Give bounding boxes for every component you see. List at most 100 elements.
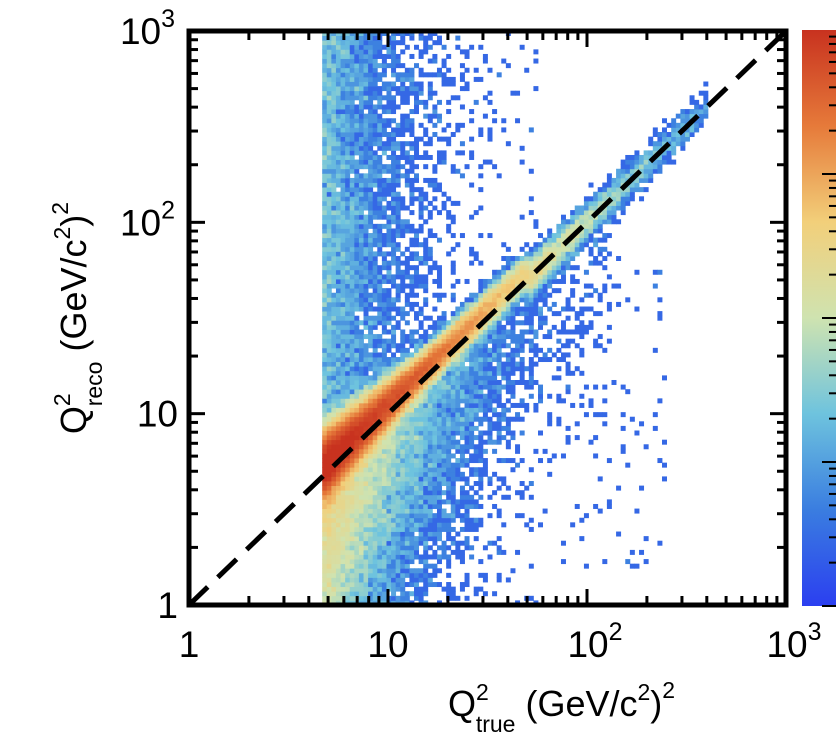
- density-bin: [680, 141, 686, 147]
- density-bin: [340, 154, 346, 160]
- density-bin: [560, 398, 566, 404]
- density-bin: [358, 145, 364, 151]
- density-bin: [400, 508, 406, 514]
- density-bin: [368, 453, 374, 459]
- density-bin: [455, 168, 461, 174]
- density-bin: [349, 95, 355, 101]
- density-bin: [698, 113, 704, 119]
- density-bin: [363, 205, 369, 211]
- density-bin: [322, 343, 328, 349]
- density-bin: [381, 444, 387, 450]
- density-bin: [482, 338, 488, 344]
- density-bin: [597, 508, 603, 514]
- density-bin: [381, 393, 387, 399]
- density-bin: [436, 99, 442, 105]
- density-bin: [538, 306, 544, 312]
- density-bin: [326, 402, 332, 408]
- density-bin: [326, 168, 332, 174]
- density-bin: [487, 398, 493, 404]
- density-bin: [450, 352, 456, 358]
- density-bin: [464, 384, 470, 390]
- density-bin: [473, 412, 479, 418]
- density-bin: [372, 540, 378, 546]
- density-bin: [666, 150, 672, 156]
- density-bin: [606, 306, 612, 312]
- density-bin: [345, 242, 351, 248]
- density-bin: [345, 467, 351, 473]
- density-bin: [427, 412, 433, 418]
- density-bin: [538, 288, 544, 294]
- density-bin: [363, 154, 369, 160]
- density-bin: [473, 324, 479, 330]
- density-bin: [358, 357, 364, 363]
- density-bin: [441, 375, 447, 381]
- density-bin: [363, 44, 369, 50]
- density-bin: [629, 191, 635, 197]
- density-bin: [372, 499, 378, 505]
- density-bin: [322, 40, 328, 46]
- density-bin: [510, 334, 516, 340]
- density-bin: [436, 265, 442, 271]
- density-bin: [386, 582, 392, 588]
- density-bin: [340, 485, 346, 491]
- density-bin: [423, 150, 429, 156]
- density-bin: [620, 210, 626, 216]
- density-bin: [560, 559, 566, 565]
- density-bin: [372, 132, 378, 138]
- density-bin: [620, 384, 626, 390]
- density-bin: [349, 58, 355, 64]
- density-bin: [450, 324, 456, 330]
- density-bin: [335, 352, 341, 358]
- density-bin: [538, 292, 544, 298]
- density-bin: [326, 196, 332, 202]
- density-bin: [464, 421, 470, 427]
- density-bin: [418, 481, 424, 487]
- density-bin: [381, 513, 387, 519]
- density-bin: [441, 554, 447, 560]
- density-bin: [588, 182, 594, 188]
- density-bin: [340, 260, 346, 266]
- density-bin: [372, 384, 378, 390]
- density-bin: [583, 214, 589, 220]
- density-bin: [469, 118, 475, 124]
- density-bin: [418, 205, 424, 211]
- density-bin: [400, 545, 406, 551]
- density-bin: [414, 256, 420, 261]
- density-bin: [524, 288, 530, 294]
- density-bin: [372, 545, 378, 551]
- density-bin: [528, 196, 534, 202]
- density-bin: [400, 173, 406, 179]
- density-bin: [340, 577, 346, 583]
- density-bin: [386, 499, 392, 505]
- density-bin: [432, 540, 438, 546]
- density-bin: [446, 439, 452, 445]
- density-bin: [547, 357, 553, 363]
- density-bin: [326, 86, 332, 92]
- density-bin: [354, 210, 360, 216]
- density-bin: [340, 136, 346, 142]
- density-bin: [372, 297, 378, 303]
- density-bin: [423, 407, 429, 413]
- density-bin: [377, 526, 383, 532]
- density-bin: [322, 246, 328, 252]
- density-bin: [395, 361, 401, 367]
- density-bin: [381, 549, 387, 555]
- density-bin: [616, 531, 622, 537]
- density-bin: [358, 292, 364, 298]
- density-bin: [446, 357, 452, 363]
- density-bin: [354, 177, 360, 183]
- density-bin: [363, 540, 369, 546]
- density-bin: [331, 494, 337, 500]
- density-bin: [340, 274, 346, 280]
- density-bin: [391, 384, 397, 390]
- density-bin: [455, 462, 461, 468]
- density-bin: [409, 545, 415, 551]
- density-bin: [496, 402, 502, 408]
- density-bin: [684, 118, 690, 124]
- density-bin: [547, 283, 553, 289]
- density-bin: [450, 481, 456, 487]
- density-bin: [372, 375, 378, 381]
- density-bin: [538, 283, 544, 289]
- density-bin: [372, 191, 378, 197]
